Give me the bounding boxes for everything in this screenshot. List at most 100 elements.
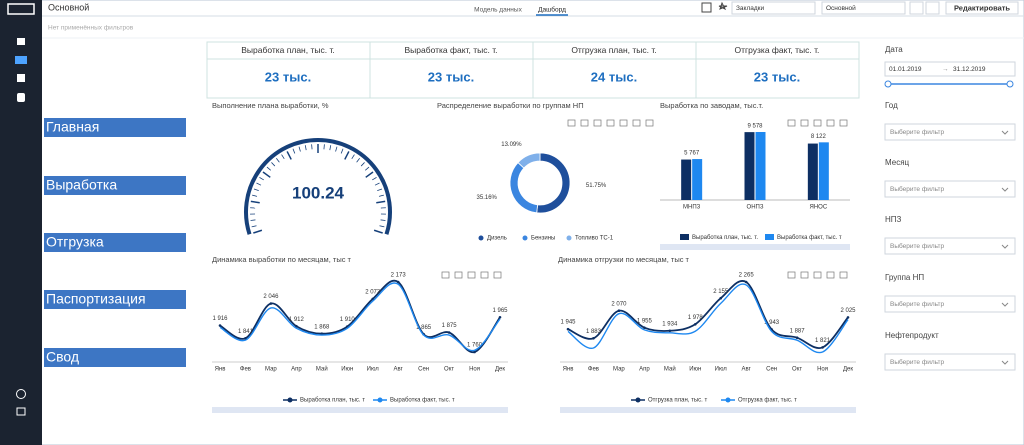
tool-icon[interactable] bbox=[454, 271, 463, 279]
scrollbar[interactable] bbox=[560, 407, 856, 413]
tool-icon[interactable] bbox=[787, 119, 796, 127]
gauge-tick bbox=[304, 145, 307, 151]
nav-button[interactable] bbox=[44, 233, 186, 252]
globe-icon[interactable] bbox=[16, 389, 26, 399]
tool-icon[interactable] bbox=[813, 119, 822, 127]
date-range[interactable] bbox=[884, 61, 1016, 77]
nav-button[interactable] bbox=[44, 348, 186, 367]
star-icon[interactable] bbox=[718, 1, 728, 11]
logout-icon[interactable] bbox=[16, 407, 26, 416]
nav-label: Свод bbox=[46, 349, 79, 365]
tool-icon[interactable] bbox=[632, 119, 641, 127]
tool-icon[interactable] bbox=[441, 271, 450, 279]
sidebar-icons[interactable] bbox=[15, 38, 27, 416]
x-tick-label: Мар bbox=[613, 367, 625, 373]
tool-icon[interactable] bbox=[839, 119, 848, 127]
nav-button[interactable] bbox=[44, 118, 186, 137]
x-tick-label: Июл bbox=[715, 367, 728, 373]
sidebar bbox=[0, 0, 42, 445]
gauge-tick bbox=[377, 188, 383, 192]
gauge-tick bbox=[281, 154, 285, 160]
tool-icon[interactable] bbox=[839, 271, 848, 279]
tool-icon[interactable] bbox=[593, 119, 602, 127]
tool-icon[interactable] bbox=[787, 271, 796, 279]
tool-icon[interactable] bbox=[826, 119, 835, 127]
tool-icon[interactable] bbox=[467, 271, 476, 279]
x-tick-label: Окт bbox=[444, 367, 454, 373]
x-tick-label: Авг bbox=[741, 367, 751, 373]
line-series bbox=[219, 282, 501, 352]
tool-icon[interactable] bbox=[826, 271, 835, 279]
tool-icon[interactable] bbox=[567, 119, 576, 127]
slider-handle[interactable] bbox=[1006, 80, 1014, 88]
chart-title: Распределение выработки по группам НП bbox=[437, 101, 584, 110]
filter-label: Дата bbox=[885, 45, 903, 54]
tool-icon[interactable] bbox=[645, 119, 654, 127]
prev-button[interactable] bbox=[909, 1, 924, 15]
tool-icon[interactable] bbox=[619, 119, 628, 127]
share-icon[interactable] bbox=[701, 2, 712, 13]
next-button[interactable] bbox=[925, 1, 940, 15]
bookmarks-select[interactable] bbox=[731, 1, 816, 15]
point bbox=[643, 326, 646, 329]
tool-icon[interactable] bbox=[493, 271, 502, 279]
x-tick-label: Фев bbox=[240, 367, 251, 373]
nav-label: Паспортизация bbox=[46, 291, 146, 307]
tool-icon[interactable] bbox=[17, 74, 25, 82]
filter-select[interactable] bbox=[884, 180, 1016, 198]
filter-select[interactable] bbox=[884, 353, 1016, 371]
nav-button[interactable] bbox=[44, 290, 186, 309]
data-label: 1 943 bbox=[764, 320, 780, 326]
bar[interactable] bbox=[807, 143, 818, 200]
nav-button[interactable] bbox=[44, 176, 186, 195]
bar[interactable] bbox=[681, 159, 692, 200]
gauge-tick bbox=[380, 219, 386, 221]
gauge-tick bbox=[373, 229, 383, 234]
point bbox=[668, 329, 672, 333]
tool-icon[interactable] bbox=[580, 119, 589, 127]
slider-handle[interactable] bbox=[884, 80, 892, 88]
tool-icon[interactable] bbox=[800, 119, 809, 127]
bar[interactable] bbox=[692, 159, 703, 200]
point bbox=[795, 336, 799, 340]
db-icon[interactable] bbox=[17, 93, 25, 102]
filter-placeholder: Выберите фильтр bbox=[890, 185, 944, 193]
gauge-tick bbox=[251, 225, 257, 228]
home-icon[interactable] bbox=[17, 38, 25, 45]
scrollbar[interactable] bbox=[660, 244, 850, 250]
x-tick-label: Сен bbox=[766, 367, 777, 373]
filter-placeholder: Выберите фильтр bbox=[890, 242, 944, 250]
gauge-tick bbox=[256, 182, 262, 186]
filter-select[interactable] bbox=[884, 295, 1016, 313]
tool-icon[interactable] bbox=[813, 271, 822, 279]
tab-active[interactable]: Дашборд bbox=[538, 6, 566, 14]
bar[interactable] bbox=[755, 132, 766, 200]
date-from: 01.01.2019 bbox=[889, 66, 922, 73]
tool-icon[interactable] bbox=[800, 271, 809, 279]
x-tick-label: Апр bbox=[639, 367, 650, 373]
tab[interactable]: Модель данных bbox=[474, 7, 522, 14]
data-label: 1 760 bbox=[467, 343, 483, 349]
edit-button[interactable] bbox=[945, 1, 1019, 15]
scrollbar[interactable] bbox=[212, 407, 508, 413]
bar[interactable] bbox=[744, 132, 755, 200]
bookmarks-label: Закладки bbox=[736, 5, 765, 12]
point bbox=[269, 302, 273, 305]
date-to: 31.12.2019 bbox=[953, 66, 986, 73]
kpis: Выработка план, тыс. т. 23 тыс. Выработка … bbox=[206, 41, 860, 99]
data-label: 1 875 bbox=[442, 323, 458, 329]
point bbox=[846, 316, 850, 319]
tool-icon[interactable] bbox=[606, 119, 615, 127]
folder-icon[interactable] bbox=[15, 56, 27, 64]
data-label: 51.75% bbox=[586, 183, 607, 189]
point bbox=[320, 332, 324, 335]
filter-label: НПЗ bbox=[885, 215, 902, 224]
chart-title: Выполнение плана выработки, % bbox=[212, 101, 329, 110]
filter-select[interactable] bbox=[884, 237, 1016, 255]
tool-icon[interactable] bbox=[480, 271, 489, 279]
donut-segment[interactable] bbox=[517, 152, 541, 169]
view-select[interactable] bbox=[821, 1, 906, 15]
data-label: 2 070 bbox=[611, 301, 627, 307]
bar[interactable] bbox=[818, 142, 829, 200]
filter-select[interactable] bbox=[884, 123, 1016, 141]
